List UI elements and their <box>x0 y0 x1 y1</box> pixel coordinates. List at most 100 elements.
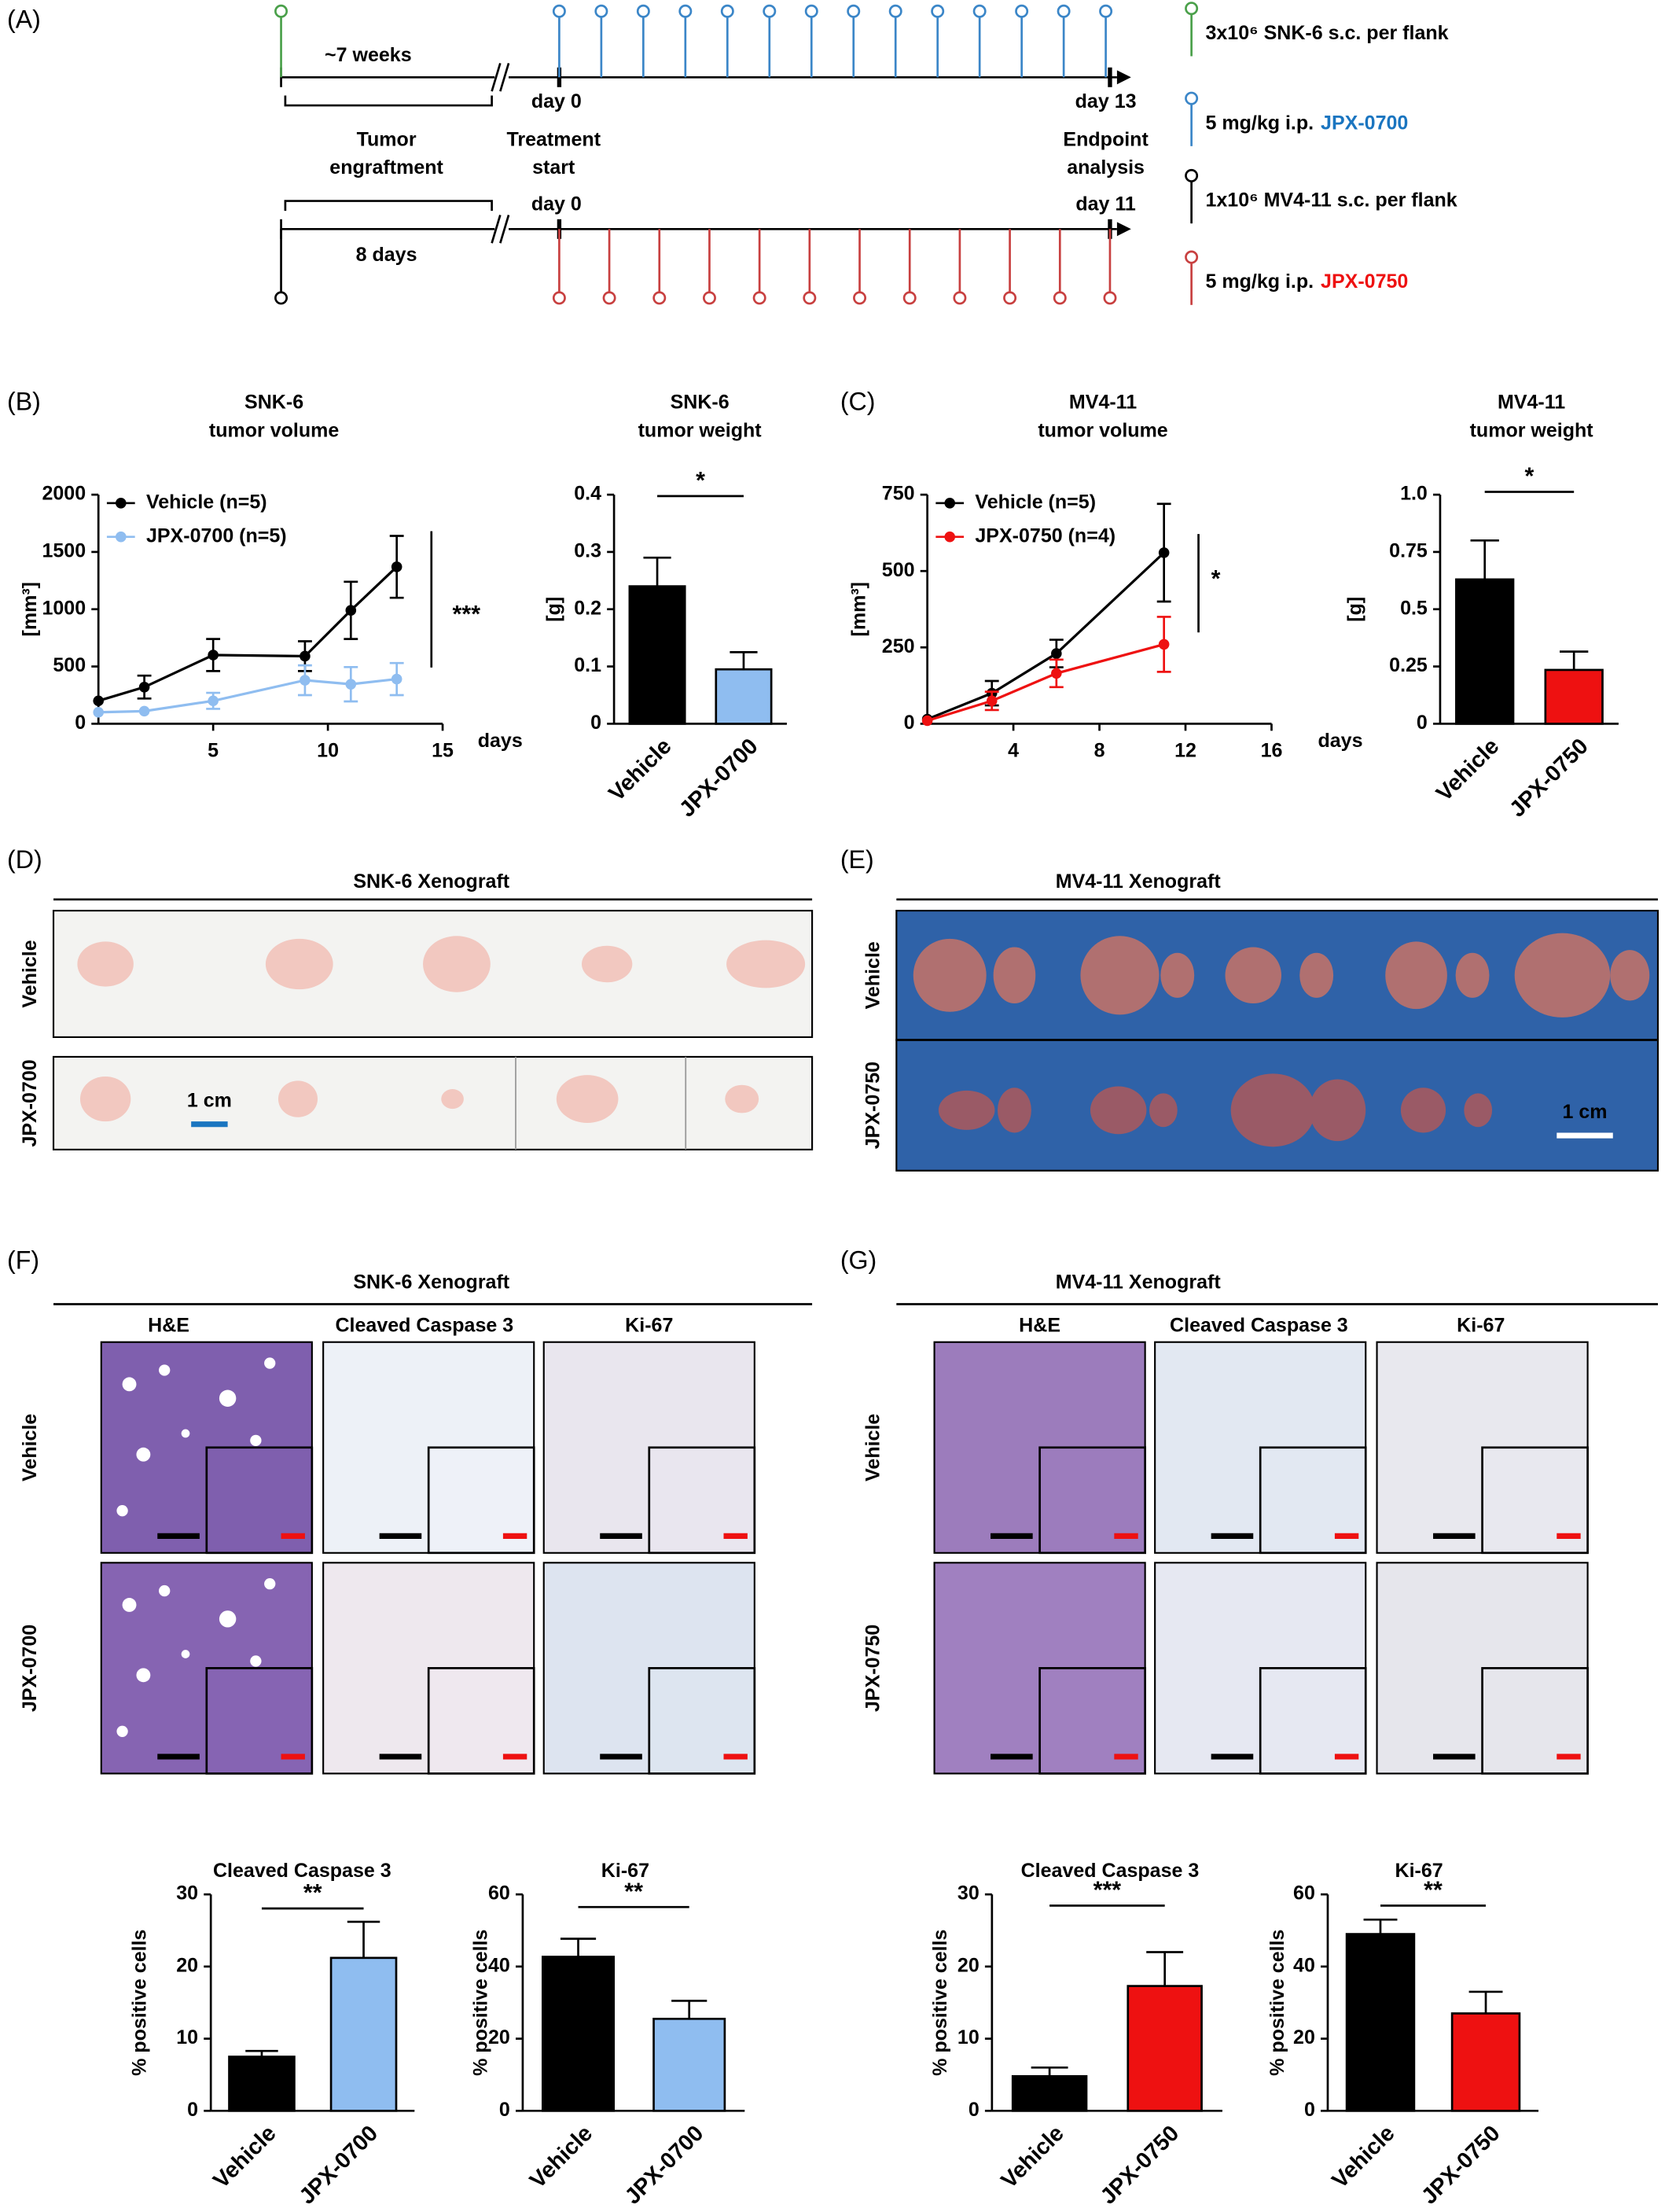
vacuole <box>159 1364 171 1376</box>
error-bar <box>560 1938 597 1957</box>
y-tick-label: 0.75 <box>1389 540 1428 562</box>
x-tick-label: Vehicle <box>996 2121 1068 2193</box>
y-axis-label: % positive cells <box>1266 1930 1288 2076</box>
column-label: Ki-67 <box>1457 1315 1505 1337</box>
bar <box>715 668 773 725</box>
tumor <box>1230 1073 1315 1147</box>
vacuole <box>136 1447 151 1462</box>
panel-label: (G) <box>840 1246 877 1274</box>
x-axis-label: days <box>1318 730 1362 752</box>
error-bar <box>1146 1951 1184 1986</box>
y-tick-label: 0.3 <box>574 540 601 562</box>
y-tick-label: 500 <box>53 654 86 676</box>
tumor <box>1299 952 1334 998</box>
vacuole <box>159 1584 171 1597</box>
photo-title: SNK-6 Xenograft <box>353 870 509 893</box>
chart-title: MV4-11 <box>1069 392 1137 414</box>
row-label: JPX-0750 <box>862 1625 884 1712</box>
error-bar <box>643 556 671 587</box>
series-point <box>208 695 219 707</box>
row-label: Vehicle <box>862 941 884 1009</box>
vacuole <box>122 1598 137 1612</box>
timeline-text: day 0 <box>531 90 582 112</box>
significance: * <box>696 467 705 494</box>
break <box>499 215 510 244</box>
significance: * <box>1525 463 1535 490</box>
legend-text: 3x10⁶ SNK-6 s.c. per flank <box>1205 22 1448 44</box>
y-tick-label: 20 <box>176 1954 198 1976</box>
legend-head <box>1185 250 1199 264</box>
y-tick-label: 0.5 <box>1400 597 1428 619</box>
chart-title: SNK-6 <box>244 392 303 414</box>
series-point <box>986 695 998 707</box>
lollipop-head <box>752 291 766 305</box>
y-tick-label: 0 <box>187 2099 198 2121</box>
row-label: JPX-0700 <box>19 1059 41 1146</box>
error-bar <box>1031 2066 1068 2077</box>
tumor <box>581 945 633 983</box>
lollipop-head <box>803 291 817 305</box>
x-tick-label: JPX-0750 <box>1417 2121 1505 2210</box>
series-line <box>97 565 398 702</box>
tumor <box>278 1080 318 1117</box>
x-tick-label: Vehicle <box>1432 734 1504 806</box>
legend-point <box>944 498 956 509</box>
bracket <box>284 200 493 212</box>
tumor <box>1610 950 1650 1001</box>
tumor <box>1080 936 1160 1015</box>
y-tick-label: 10 <box>957 2026 980 2048</box>
x-tick-label: 4 <box>1008 740 1019 762</box>
legend-label: JPX-0700 (n=5) <box>146 524 287 547</box>
row-label: Vehicle <box>862 1414 884 1481</box>
lollipop-head <box>1053 291 1067 305</box>
vacuole <box>264 1577 276 1590</box>
lollipop-head <box>931 4 945 18</box>
y-tick-label: 20 <box>488 2026 510 2048</box>
panel-label: (B) <box>7 387 41 415</box>
series-point <box>208 650 219 661</box>
tumor <box>1149 1093 1178 1128</box>
legend-text: 5 mg/kg i.p. JPX-0700 <box>1205 112 1408 134</box>
x-tick-label: Vehicle <box>1327 2121 1399 2193</box>
y-tick-label: 2000 <box>42 483 86 505</box>
legend-text-part: 1x10⁶ MV4-11 s.c. per flank <box>1205 189 1457 211</box>
y-tick-label: 1000 <box>42 597 86 619</box>
bar <box>329 1956 398 2112</box>
tumor <box>938 1090 995 1130</box>
column-label: H&E <box>148 1315 189 1337</box>
error-bar <box>245 2049 278 2057</box>
y-tick-label: 0 <box>75 712 86 734</box>
tumor <box>1309 1079 1366 1142</box>
timeline-text: analysis <box>1067 156 1145 179</box>
lollipop-head <box>853 291 867 305</box>
x-tick-label: JPX-0700 <box>674 734 763 823</box>
chart-title: tumor weight <box>638 419 763 441</box>
tumor <box>1385 941 1447 1010</box>
tumor <box>1455 952 1490 998</box>
row-label: Vehicle <box>19 940 41 1007</box>
tumor <box>79 1076 131 1122</box>
legend-text-part: 3x10⁶ SNK-6 s.c. per flank <box>1205 22 1448 44</box>
lollipop-head <box>1057 4 1071 18</box>
bar <box>1450 2012 1521 2112</box>
timeline-text: day 13 <box>1075 90 1137 112</box>
y-tick-label: 30 <box>957 1883 980 1905</box>
legend-point <box>116 531 127 543</box>
timeline-text: day 0 <box>531 193 582 215</box>
y-axis-label: [mm³] <box>847 582 869 636</box>
series-point <box>391 673 402 685</box>
vacuole <box>136 1668 151 1683</box>
timeline-text: Endpoint <box>1063 128 1149 150</box>
lollipop-head <box>636 4 650 18</box>
y-axis-label: [g] <box>543 597 565 622</box>
break <box>499 63 510 92</box>
y-axis-label: % positive cells <box>929 1930 951 2076</box>
bar <box>1127 1985 1203 2112</box>
lollipop-head <box>972 4 987 18</box>
tumor <box>1090 1086 1147 1135</box>
x-tick-label: 16 <box>1261 740 1283 762</box>
error-bar <box>1363 1918 1398 1934</box>
chart-title: Cleaved Caspase 3 <box>1021 1860 1200 1882</box>
